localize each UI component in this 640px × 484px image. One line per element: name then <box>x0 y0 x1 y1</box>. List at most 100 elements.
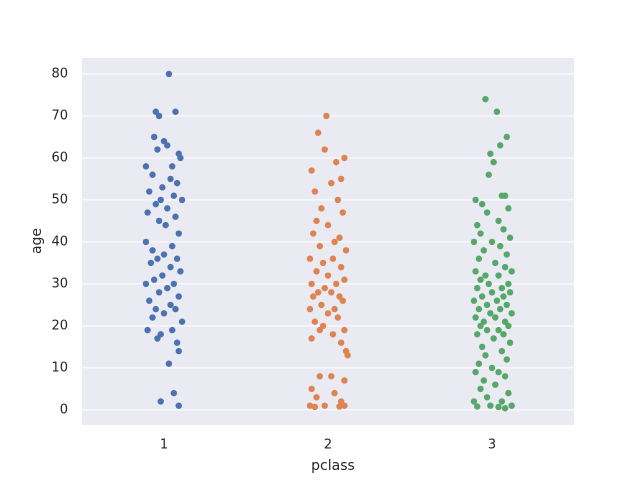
point <box>328 289 335 296</box>
point <box>311 188 319 195</box>
point <box>495 326 502 334</box>
point <box>172 213 179 220</box>
point <box>483 301 491 309</box>
point <box>333 158 340 166</box>
point <box>321 146 328 153</box>
point <box>482 95 489 103</box>
point <box>474 221 481 229</box>
point <box>505 322 512 330</box>
point <box>339 297 346 304</box>
point <box>480 377 487 384</box>
point <box>492 259 499 267</box>
point <box>175 402 182 409</box>
point <box>501 192 509 199</box>
point <box>313 217 320 225</box>
point <box>482 352 489 359</box>
point <box>324 221 332 229</box>
point <box>505 280 512 288</box>
point <box>334 196 342 204</box>
point <box>497 242 504 250</box>
point <box>503 301 510 309</box>
point <box>313 394 320 401</box>
point <box>495 368 502 376</box>
point <box>482 272 489 279</box>
point <box>178 196 186 204</box>
point <box>169 163 176 170</box>
point <box>308 167 315 174</box>
y-tick-label: 70 <box>51 108 68 123</box>
point <box>155 289 163 296</box>
point <box>150 276 158 283</box>
point <box>310 293 317 300</box>
point <box>319 259 327 267</box>
point <box>316 373 323 380</box>
point <box>308 385 315 393</box>
point <box>337 175 345 183</box>
point <box>147 259 155 267</box>
y-tick-label: 20 <box>51 318 68 333</box>
point <box>472 368 479 376</box>
point <box>173 255 181 262</box>
point <box>498 398 506 405</box>
point <box>152 200 159 208</box>
point <box>498 284 506 292</box>
point <box>324 310 332 317</box>
point <box>474 284 481 292</box>
point <box>314 129 322 136</box>
point <box>155 217 163 225</box>
point <box>311 403 319 411</box>
point <box>175 347 182 355</box>
point <box>495 217 502 225</box>
point <box>475 305 483 313</box>
point <box>493 108 501 115</box>
point <box>477 276 484 283</box>
y-axis-label: age <box>29 228 45 254</box>
point <box>331 305 338 313</box>
point <box>470 297 478 304</box>
point <box>311 318 319 325</box>
point <box>306 402 314 409</box>
point <box>152 305 159 313</box>
point <box>487 150 494 157</box>
point <box>490 158 497 166</box>
point <box>142 280 150 288</box>
point <box>149 247 156 254</box>
point <box>505 389 512 397</box>
point <box>165 70 173 78</box>
point <box>306 305 314 313</box>
y-tick-label: 50 <box>51 192 68 207</box>
point <box>316 242 323 250</box>
point <box>167 175 174 183</box>
point <box>503 356 510 363</box>
point <box>506 234 514 241</box>
point <box>500 293 507 300</box>
point <box>154 255 161 262</box>
point <box>157 196 164 204</box>
point <box>318 301 325 309</box>
point <box>331 238 338 246</box>
point <box>500 226 507 233</box>
point <box>478 343 486 351</box>
point <box>172 305 179 313</box>
point <box>334 314 342 321</box>
point <box>483 394 491 401</box>
point <box>170 192 178 199</box>
point <box>500 331 507 338</box>
point <box>172 108 179 115</box>
point <box>498 347 506 355</box>
point <box>310 230 317 237</box>
point <box>331 389 338 397</box>
point <box>478 293 486 300</box>
point <box>324 272 332 279</box>
point <box>160 251 168 258</box>
point <box>173 179 181 187</box>
point <box>477 385 484 393</box>
y-tick-label: 80 <box>51 66 68 81</box>
point <box>313 268 320 275</box>
point <box>337 339 345 346</box>
point <box>149 314 156 321</box>
point <box>492 381 499 388</box>
point <box>490 335 497 342</box>
